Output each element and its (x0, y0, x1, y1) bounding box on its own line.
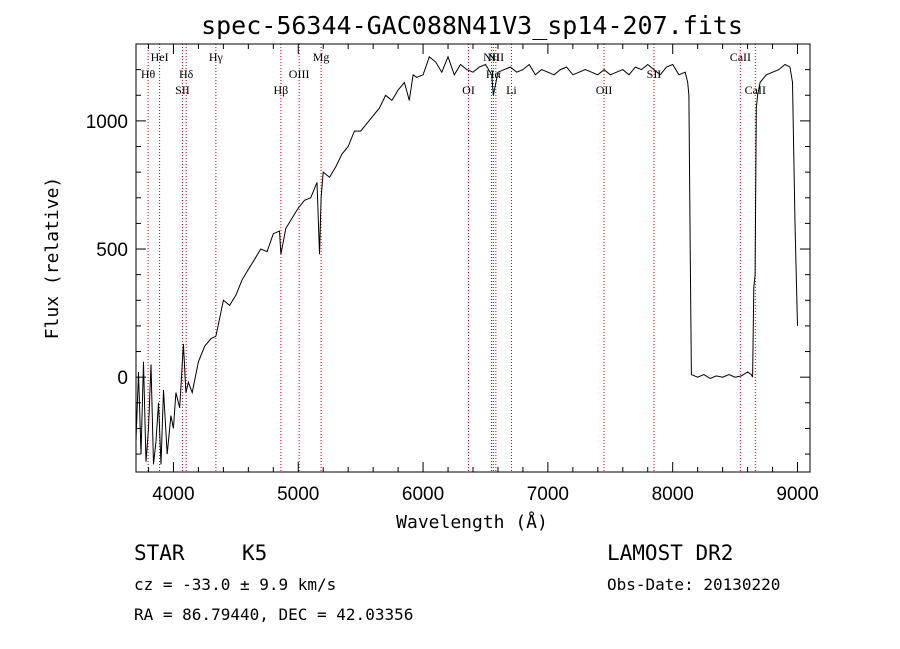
y-axis-ticks: 0 500 1000 (86, 43, 810, 455)
observation-date: Obs-Date: 20130220 (607, 575, 780, 594)
spectral-line-label: HeI (151, 50, 169, 64)
spectral-line-label: Hδ (179, 67, 194, 81)
x-tick-label: 9000 (776, 484, 818, 505)
y-axis-label: Flux (relative) (42, 177, 63, 340)
x-tick-label: 8000 (652, 484, 694, 505)
x-tick-label: 6000 (402, 484, 444, 505)
spectral-line-label: NII (483, 50, 500, 64)
chart-title: spec-56344-GAC088N41V3_sp14-207.fits (201, 11, 743, 40)
x-tick-label: 4000 (152, 484, 194, 505)
spectral-line-label: OII (596, 83, 613, 97)
survey-name: LAMOST DR2 (607, 541, 733, 565)
spectrum-line (135, 55, 798, 465)
spectral-line-label: SII (647, 67, 662, 81)
object-class: STAR (134, 541, 185, 565)
spectral-line-label: NII (488, 50, 505, 64)
spectral-line-label: Mg (313, 50, 330, 64)
y-tick-label: 500 (96, 240, 128, 261)
object-subclass: K5 (242, 541, 267, 565)
spectral-line-label: Li (506, 83, 517, 97)
spectrum-series (135, 55, 798, 465)
spectral-line-label: CaII (745, 83, 766, 97)
spectral-line-label: Hβ (274, 83, 289, 97)
x-tick-label: 7000 (527, 484, 569, 505)
spectral-line-label: SII (175, 83, 190, 97)
plot-frame (135, 43, 811, 473)
x-tick-label: 5000 (277, 484, 319, 505)
x-axis-label: Wavelength (Å) (396, 511, 548, 533)
spectral-line-label: CaII (730, 50, 751, 64)
y-tick-label: 0 (117, 368, 128, 389)
spectral-line-label: Hθ (141, 67, 156, 81)
redshift-velocity: cz = -33.0 ± 9.9 km/s (134, 575, 336, 594)
sky-coordinates: RA = 86.79440, DEC = 42.03356 (134, 605, 413, 624)
spectral-line-markers (147, 44, 756, 472)
y-tick-label: 1000 (86, 112, 128, 133)
spectral-line-label: OI (462, 83, 475, 97)
x-axis-ticks: 4000 5000 6000 7000 8000 9000 (147, 44, 819, 505)
spectral-line-label: OIII (289, 67, 310, 81)
spectral-line-label: Hγ (209, 50, 224, 64)
spectral-line-label: Hα (486, 67, 502, 81)
